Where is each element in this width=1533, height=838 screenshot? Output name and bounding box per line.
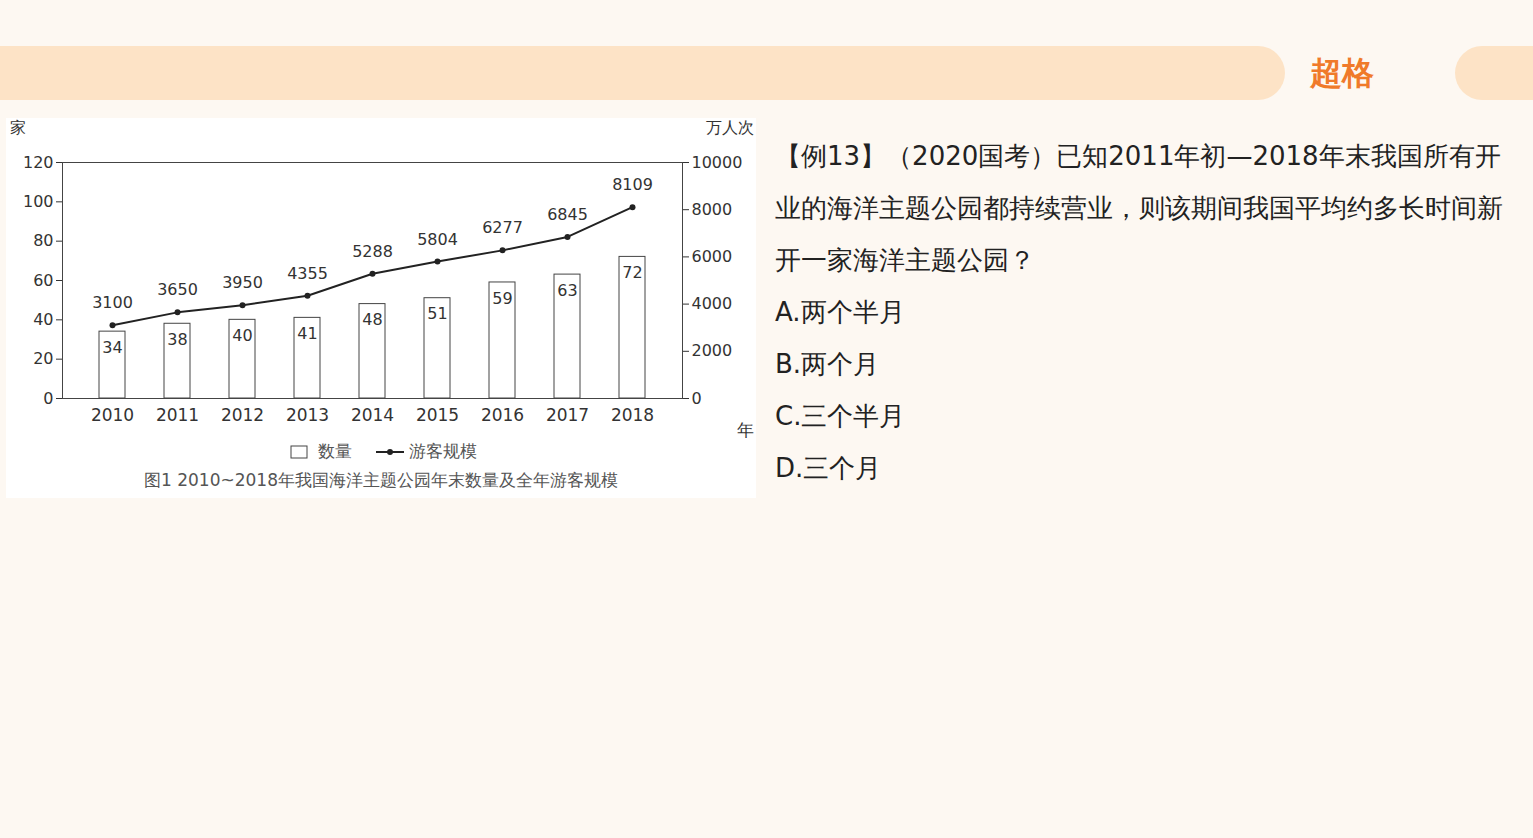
svg-text:48: 48 bbox=[362, 310, 382, 329]
svg-text:120: 120 bbox=[23, 153, 54, 172]
svg-text:2014: 2014 bbox=[351, 405, 394, 425]
svg-text:年: 年 bbox=[737, 420, 754, 439]
svg-text:40: 40 bbox=[232, 326, 252, 345]
svg-text:59: 59 bbox=[492, 289, 512, 308]
svg-text:4000: 4000 bbox=[692, 294, 733, 313]
svg-text:5288: 5288 bbox=[352, 242, 393, 261]
html-text:D.三个月: D.三个月 bbox=[775, 453, 882, 483]
svg-text:2012: 2012 bbox=[221, 405, 264, 425]
html-text:C.三个半月: C.三个半月 bbox=[775, 401, 906, 431]
svg-text:万人次: 万人次 bbox=[706, 118, 754, 137]
svg-text:8109: 8109 bbox=[612, 175, 653, 194]
html-text:数量: 数量 bbox=[318, 441, 352, 461]
svg-text:2013: 2013 bbox=[286, 405, 329, 425]
svg-text:10000: 10000 bbox=[692, 153, 743, 172]
svg-text:2010: 2010 bbox=[91, 405, 134, 425]
svg-text:2016: 2016 bbox=[481, 405, 524, 425]
svg-text:2000: 2000 bbox=[692, 341, 733, 360]
svg-text:2018: 2018 bbox=[611, 405, 654, 425]
html-text:超格: 超格 bbox=[1310, 54, 1374, 92]
svg-text:3650: 3650 bbox=[157, 280, 198, 299]
svg-text:0: 0 bbox=[43, 389, 53, 408]
svg-text:60: 60 bbox=[33, 271, 53, 290]
svg-text:5804: 5804 bbox=[417, 230, 458, 249]
svg-text:34: 34 bbox=[102, 338, 122, 357]
html-text:【例13】（2020国考）已知2011年初—2018年末我国: 【例13】（2020国考）已知2011年初—2018年末我国所有开业的海洋主题公… bbox=[775, 141, 1503, 275]
svg-text:6000: 6000 bbox=[692, 247, 733, 266]
svg-text:2011: 2011 bbox=[156, 405, 199, 425]
svg-text:38: 38 bbox=[167, 330, 187, 349]
svg-text:家: 家 bbox=[10, 118, 26, 137]
html-text:B.两个月: B.两个月 bbox=[775, 349, 880, 379]
svg-text:100: 100 bbox=[23, 192, 54, 211]
svg-text:80: 80 bbox=[33, 231, 53, 250]
html-text:A.两个半月: A.两个半月 bbox=[775, 297, 905, 327]
html-text:游客规模: 游客规模 bbox=[409, 441, 477, 461]
svg-text:0: 0 bbox=[692, 389, 702, 408]
svg-text:2017: 2017 bbox=[546, 405, 589, 425]
svg-text:51: 51 bbox=[427, 304, 447, 323]
svg-text:41: 41 bbox=[297, 324, 317, 343]
svg-text:4355: 4355 bbox=[287, 264, 328, 283]
svg-text:3950: 3950 bbox=[222, 273, 263, 292]
svg-text:63: 63 bbox=[557, 281, 577, 300]
svg-text:40: 40 bbox=[33, 310, 53, 329]
svg-text:72: 72 bbox=[622, 263, 642, 282]
svg-text:6277: 6277 bbox=[482, 218, 523, 237]
svg-text:6845: 6845 bbox=[547, 205, 588, 224]
svg-text:2015: 2015 bbox=[416, 405, 459, 425]
svg-text:8000: 8000 bbox=[692, 200, 733, 219]
html-text:图1 2010~2018年我国海洋主题公园年末数量及全年游客: 图1 2010~2018年我国海洋主题公园年末数量及全年游客规模 bbox=[144, 470, 618, 490]
svg-text:3100: 3100 bbox=[92, 293, 133, 312]
svg-text:20: 20 bbox=[33, 349, 53, 368]
